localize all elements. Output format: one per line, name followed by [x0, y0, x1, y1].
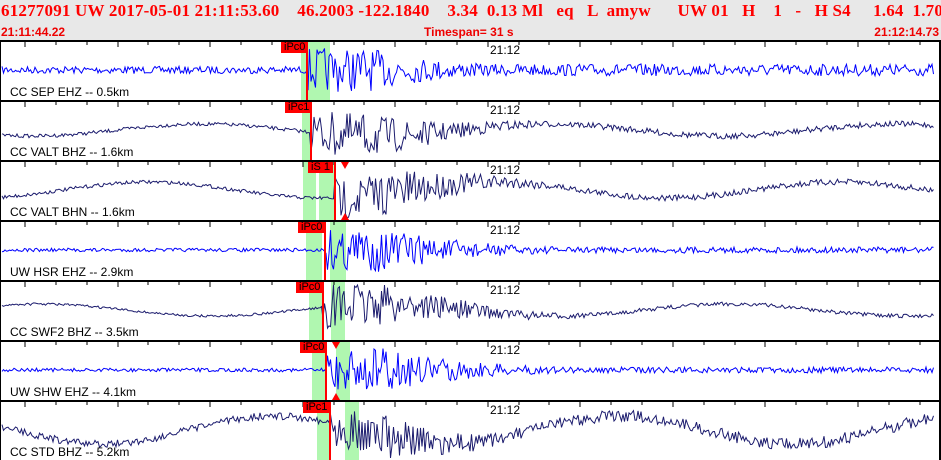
right-border — [939, 40, 941, 460]
seismogram-trace — [1, 48, 934, 92]
left-border — [0, 40, 1, 460]
pick-window — [303, 162, 316, 220]
pick-window — [307, 42, 330, 100]
seismogram-trace — [1, 171, 934, 219]
pick-window — [312, 342, 326, 400]
time-marker: 21:12 — [490, 343, 521, 357]
pick-window — [302, 102, 311, 160]
seismogram-trace — [1, 283, 934, 330]
pick-marker-icon — [332, 393, 340, 400]
waveform-plot — [1, 222, 934, 280]
waveform-plot — [1, 42, 934, 100]
pick-window — [317, 402, 330, 460]
waveform-panel[interactable]: 21:12 iPc0 CC SEP EHZ -- 0.5km — [0, 40, 941, 100]
start-time: 21:11:44.22 — [1, 25, 66, 39]
pick-label[interactable]: iPc1 — [303, 402, 331, 413]
waveform-panel[interactable]: 21:12 iPc1 CC VALT BHZ -- 1.6km — [0, 100, 941, 160]
station-label: CC SWF2 BHZ -- 3.5km — [10, 325, 139, 339]
waveform-panels[interactable]: 21:12 iPc0 CC SEP EHZ -- 0.5km 21:12 iPc1 CC … — [0, 40, 941, 460]
time-marker: 21:12 — [490, 403, 521, 417]
pick-window — [301, 42, 307, 100]
seismogram-trace — [1, 112, 934, 155]
seismogram-trace — [1, 347, 934, 390]
seismogram-trace — [1, 409, 934, 459]
waveform-panel[interactable]: 21:12 iPc0 UW HSR EHZ -- 2.9km — [0, 220, 941, 280]
pick-label[interactable]: iPc0 — [298, 222, 326, 233]
station-label: CC SEP EHZ -- 0.5km — [10, 85, 130, 99]
waveform-panel[interactable]: 21:12 iS 1 CC VALT BHN -- 1.6km — [0, 160, 941, 220]
end-time: 21:12:14.73 — [874, 25, 939, 39]
station-label: CC VALT BHZ -- 1.6km — [10, 145, 134, 159]
waveform-plot — [1, 162, 934, 220]
pick-label[interactable]: iPc0 — [281, 42, 309, 53]
pick-window — [336, 342, 350, 400]
time-marker: 21:12 — [490, 43, 521, 57]
waveform-plot — [1, 102, 934, 160]
pick-label[interactable]: iPc0 — [300, 342, 328, 353]
station-label: UW SHW EHZ -- 4.1km — [10, 385, 136, 399]
pick-marker-icon — [341, 162, 349, 169]
time-marker: 21:12 — [490, 103, 521, 117]
waveform-panel[interactable]: 21:12 iPc0 CC SWF2 BHZ -- 3.5km — [0, 280, 941, 340]
waveform-plot — [1, 402, 934, 460]
waveform-plot — [1, 342, 934, 400]
station-label: CC STD BHZ -- 5.2km — [10, 445, 130, 459]
pick-marker-icon — [332, 342, 340, 349]
waveform-panel[interactable]: 21:12 iPc0 UW SHW EHZ -- 4.1km — [0, 340, 941, 400]
pick-label[interactable]: iPc1 — [285, 102, 313, 113]
waveform-plot — [1, 282, 934, 340]
event-header: 61277091 UW 2017-05-01 21:11:53.60 46.20… — [0, 0, 941, 40]
pick-label[interactable]: iS 1 — [308, 162, 333, 173]
pick-marker-icon — [341, 213, 349, 220]
time-marker: 21:12 — [490, 283, 521, 297]
time-marker: 21:12 — [490, 223, 521, 237]
station-label: CC VALT BHN -- 1.6km — [10, 205, 135, 219]
waveform-panel[interactable]: 21:12 iPc1 CC STD BHZ -- 5.2km — [0, 400, 941, 460]
pick-label[interactable]: iPc0 — [296, 282, 324, 293]
seismogram-trace — [1, 230, 934, 273]
station-label: UW HSR EHZ -- 2.9km — [10, 265, 134, 279]
pick-window — [319, 162, 334, 220]
event-summary: 61277091 UW 2017-05-01 21:11:53.60 46.20… — [1, 1, 941, 20]
pick-window — [309, 282, 323, 340]
timespan: Timespan= 31 s — [424, 25, 514, 39]
time-marker: 21:12 — [490, 163, 521, 177]
